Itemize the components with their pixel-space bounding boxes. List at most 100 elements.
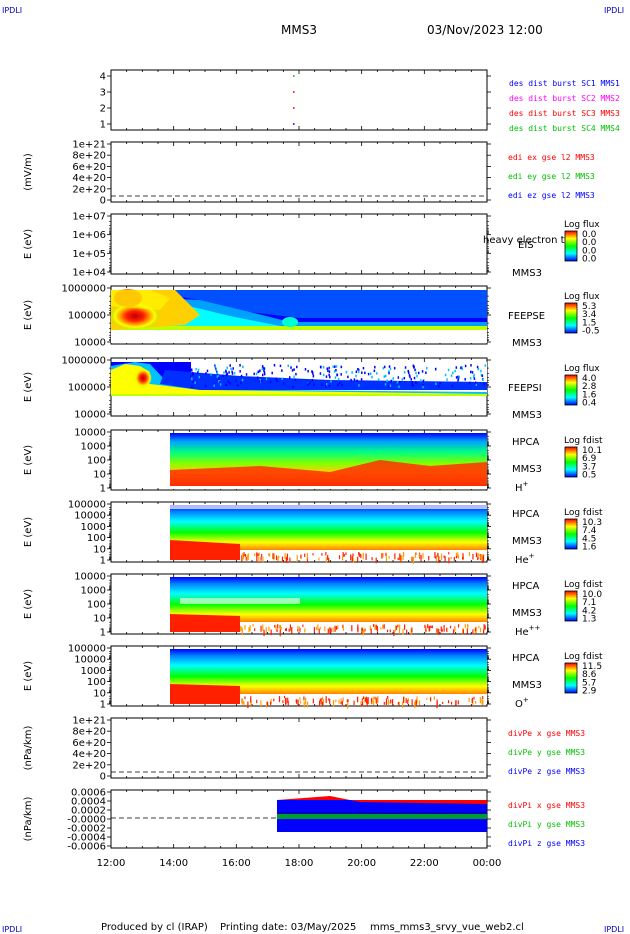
panel-0: 4 3 2 1 des dist burst SC1 MMS1 des dist burs… xyxy=(100,69,620,133)
speckle-dot xyxy=(461,367,464,371)
spacecraft-label: MMS3 xyxy=(512,410,542,421)
y-tick-label: 100000 xyxy=(68,500,106,511)
speckle-dot xyxy=(312,698,314,704)
colorbar xyxy=(564,230,578,262)
speckle-dot xyxy=(480,373,483,377)
speckle-dot xyxy=(417,371,420,375)
speckle-dot xyxy=(399,380,401,384)
speckle-dot xyxy=(470,370,472,374)
speckle-dot xyxy=(475,552,478,558)
speckle-dot xyxy=(294,378,297,381)
speckle-dot xyxy=(411,699,413,706)
speckle-dot xyxy=(483,624,485,631)
speckle-dot xyxy=(329,698,331,705)
speckle-dot xyxy=(450,374,453,377)
speckle-dot xyxy=(229,364,231,367)
colorbar-tick-label: 8.6 xyxy=(582,670,597,680)
y-tick-label: 4 xyxy=(100,72,106,83)
speckle-dot xyxy=(260,379,263,383)
y-tick-label: 1000 xyxy=(81,666,106,677)
speckle-dot xyxy=(270,629,272,636)
speckle-dot xyxy=(399,624,401,629)
speckle-dot xyxy=(452,371,454,375)
speckle-dot xyxy=(297,699,299,707)
speckle-dot xyxy=(335,626,338,630)
colorbar xyxy=(564,446,578,478)
legend-entry: edi ey gse l2 MMS3 xyxy=(508,172,595,181)
speckle-dot xyxy=(319,365,322,369)
speckle-dot xyxy=(243,552,245,557)
speckle-dot xyxy=(318,700,321,707)
speckle-dot xyxy=(263,629,265,637)
y-tick-label: 100 xyxy=(87,456,106,467)
y-axis-label: E (eV) xyxy=(23,517,34,547)
speckle-dot xyxy=(263,369,265,372)
speckle-dot xyxy=(279,364,282,368)
speckle-dot xyxy=(263,367,266,370)
speckle-dot xyxy=(300,554,302,558)
legend-entry: divPi y gse MMS3 xyxy=(508,820,585,829)
speckle-dot xyxy=(370,698,373,705)
speckle-dot xyxy=(360,554,362,559)
speckle-dot xyxy=(391,699,394,705)
speckle-dot xyxy=(279,629,281,637)
colorbar-title: Log flux xyxy=(564,292,600,302)
speckle-dot xyxy=(218,378,220,381)
speckle-dot xyxy=(373,700,375,706)
colorbar-title: Log flux xyxy=(564,220,600,230)
speckle-dot xyxy=(436,628,438,633)
speckle-dot xyxy=(476,365,479,369)
y-tick-label: 1e+21 xyxy=(72,140,106,151)
speckle-dot xyxy=(446,627,448,633)
speckle-dot xyxy=(241,553,243,556)
y-tick-label: 1000 xyxy=(81,442,106,453)
speckle-dot xyxy=(475,383,478,387)
speckle-dot xyxy=(214,365,216,369)
speckle-dot xyxy=(298,626,300,630)
speckle-dot xyxy=(461,366,463,369)
spacecraft-label: MMS3 xyxy=(512,536,542,547)
y-tick-label: 8e+20 xyxy=(72,727,106,738)
speckle-dot xyxy=(254,553,256,556)
speckle-dot xyxy=(471,371,474,374)
speckle-dot xyxy=(260,700,262,707)
speckle-dot xyxy=(279,624,281,629)
speckle-dot xyxy=(418,700,421,706)
speckle-dot xyxy=(229,381,231,385)
speckle-dot xyxy=(415,700,417,706)
speckle-dot xyxy=(275,377,277,381)
speckle-dot xyxy=(377,378,380,381)
speckle-dot xyxy=(438,628,440,635)
corner-tag-tr: IPDLI xyxy=(604,6,624,15)
speckle-dot xyxy=(431,625,433,629)
speckle-dot xyxy=(216,371,218,375)
divpi-traces xyxy=(277,796,487,832)
speckle-dot xyxy=(444,556,446,562)
y-tick-label: 100000 xyxy=(68,644,106,655)
speckle-dot xyxy=(420,379,422,382)
speckle-dot xyxy=(482,696,484,700)
speckle-dot xyxy=(370,628,372,634)
speckle-dot xyxy=(364,628,366,633)
y-tick-label: 100 xyxy=(87,533,106,544)
speckle-dot xyxy=(396,380,399,384)
speckle-dot xyxy=(429,697,432,701)
panel-5: 10000 1000 100 10 1 E (eV) HPCA MMS3 H+ Log fdist… xyxy=(23,428,603,495)
corner-tag-bl: IPDLI xyxy=(2,925,22,934)
speckle-dot xyxy=(347,701,349,709)
speckle-dot xyxy=(446,378,448,381)
speckle-dot xyxy=(448,552,450,555)
colorbar-tick-label: 1.6 xyxy=(582,542,597,552)
instrument-label: HPCA xyxy=(512,581,540,592)
colorbar-tick-label: 0.5 xyxy=(582,470,596,480)
speckle-dot xyxy=(366,696,368,704)
speckle-dot xyxy=(265,701,268,708)
speckle-dot xyxy=(304,368,307,371)
speckle-dot xyxy=(297,628,299,632)
x-tick-label: 14:00 xyxy=(159,858,188,869)
speckle-dot xyxy=(291,369,294,372)
speckle-dot xyxy=(239,370,241,373)
speckle-dot xyxy=(455,552,458,556)
speckle-dot xyxy=(297,625,299,629)
speckle-dot xyxy=(392,377,395,380)
